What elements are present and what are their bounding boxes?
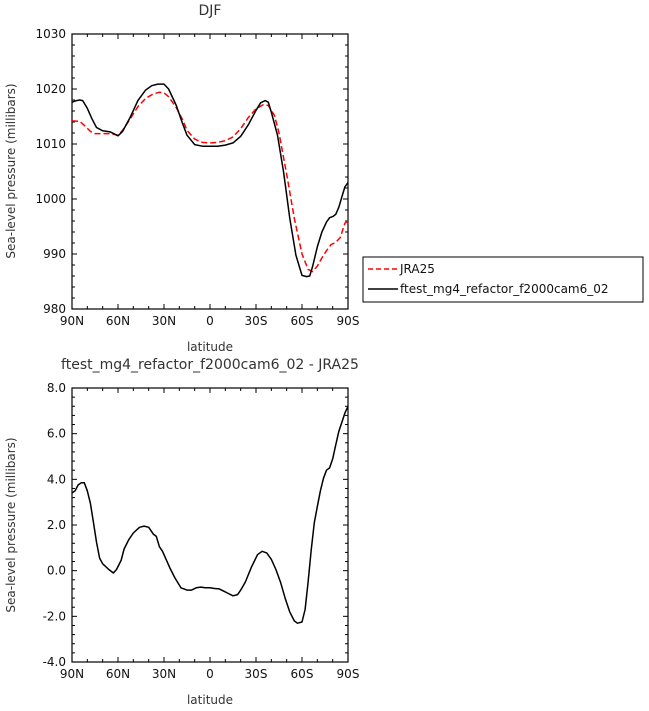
bottom-x-tick-label: 60N bbox=[106, 667, 130, 681]
bottom-y-tick-label: 2.0 bbox=[47, 518, 66, 532]
legend-box bbox=[362, 256, 644, 303]
bottom-x-axis-label: latitude bbox=[187, 693, 233, 707]
bottom-series-line-0 bbox=[71, 405, 349, 624]
top-x-tick-label: 90S bbox=[337, 314, 360, 328]
bottom-series-lines bbox=[71, 405, 349, 624]
top-y-tick-label: 990 bbox=[43, 247, 66, 261]
bottom-x-tick-label: 30S bbox=[245, 667, 268, 681]
bottom-y-tick-label: -2.0 bbox=[43, 609, 66, 623]
bottom-x-tick-label: 90N bbox=[60, 667, 84, 681]
bottom-y-tick-label: 6.0 bbox=[47, 427, 66, 441]
legend: JRA25 ftest_mg4_refactor_f2000cam6_02 bbox=[362, 256, 644, 303]
top-x-tick-labels: 90N 60N 30N 0 30S 60S 90S bbox=[60, 314, 360, 328]
bottom-y-tick-label: 8.0 bbox=[47, 381, 66, 395]
bottom-plot-frame bbox=[71, 387, 349, 663]
top-y-tick-label: 1010 bbox=[35, 137, 66, 151]
bottom-y-tick-label: -4.0 bbox=[43, 655, 66, 669]
top-y-tick-label: 980 bbox=[43, 302, 66, 316]
top-x-tick-label: 90N bbox=[60, 314, 84, 328]
top-series-line-ftest-mg4-refactor-f2000cam6-02 bbox=[71, 83, 349, 278]
top-x-tick-label: 60N bbox=[106, 314, 130, 328]
top-x-axis-label: latitude bbox=[187, 340, 233, 354]
legend-label-jra25: JRA25 bbox=[399, 262, 435, 276]
top-y-tick-labels: 980 990 1000 1010 1020 1030 bbox=[35, 27, 66, 316]
top-x-tick-label: 30N bbox=[152, 314, 176, 328]
bottom-x-tick-label: 90S bbox=[337, 667, 360, 681]
top-ticks bbox=[71, 33, 349, 310]
bottom-y-tick-label: 4.0 bbox=[47, 472, 66, 486]
top-panel: DJF 980 990 1000 1010 1020 1030 90N 60N 30N 0 30S… bbox=[4, 3, 359, 354]
top-y-tick-label: 1030 bbox=[35, 27, 66, 41]
top-x-tick-label: 30S bbox=[245, 314, 268, 328]
bottom-x-tick-label: 60S bbox=[291, 667, 314, 681]
bottom-y-tick-labels: -4.0 -2.0 0.0 2.0 4.0 6.0 8.0 bbox=[43, 381, 66, 669]
top-series-line-jra25 bbox=[71, 91, 349, 273]
bottom-x-tick-label: 30N bbox=[152, 667, 176, 681]
bottom-x-tick-label: 0 bbox=[206, 667, 214, 681]
top-chart-title: DJF bbox=[199, 3, 222, 19]
bottom-panel: ftest_mg4_refactor_f2000cam6_02 - JRA25 … bbox=[4, 357, 359, 707]
top-x-tick-label: 60S bbox=[291, 314, 314, 328]
bottom-y-tick-label: 0.0 bbox=[47, 564, 66, 578]
legend-label-model: ftest_mg4_refactor_f2000cam6_02 bbox=[400, 282, 609, 296]
bottom-chart-title: ftest_mg4_refactor_f2000cam6_02 - JRA25 bbox=[61, 357, 359, 373]
top-y-axis-label: Sea-level pressure (millibars) bbox=[4, 83, 18, 258]
top-y-tick-label: 1020 bbox=[35, 82, 66, 96]
top-y-tick-label: 1000 bbox=[35, 192, 66, 206]
top-x-tick-label: 0 bbox=[206, 314, 214, 328]
top-plot-frame bbox=[71, 33, 349, 310]
bottom-x-tick-labels: 90N 60N 30N 0 30S 60S 90S bbox=[60, 667, 360, 681]
top-series-lines bbox=[71, 83, 349, 278]
bottom-y-axis-label: Sea-level pressure (millibars) bbox=[4, 437, 18, 612]
bottom-ticks bbox=[71, 387, 349, 663]
